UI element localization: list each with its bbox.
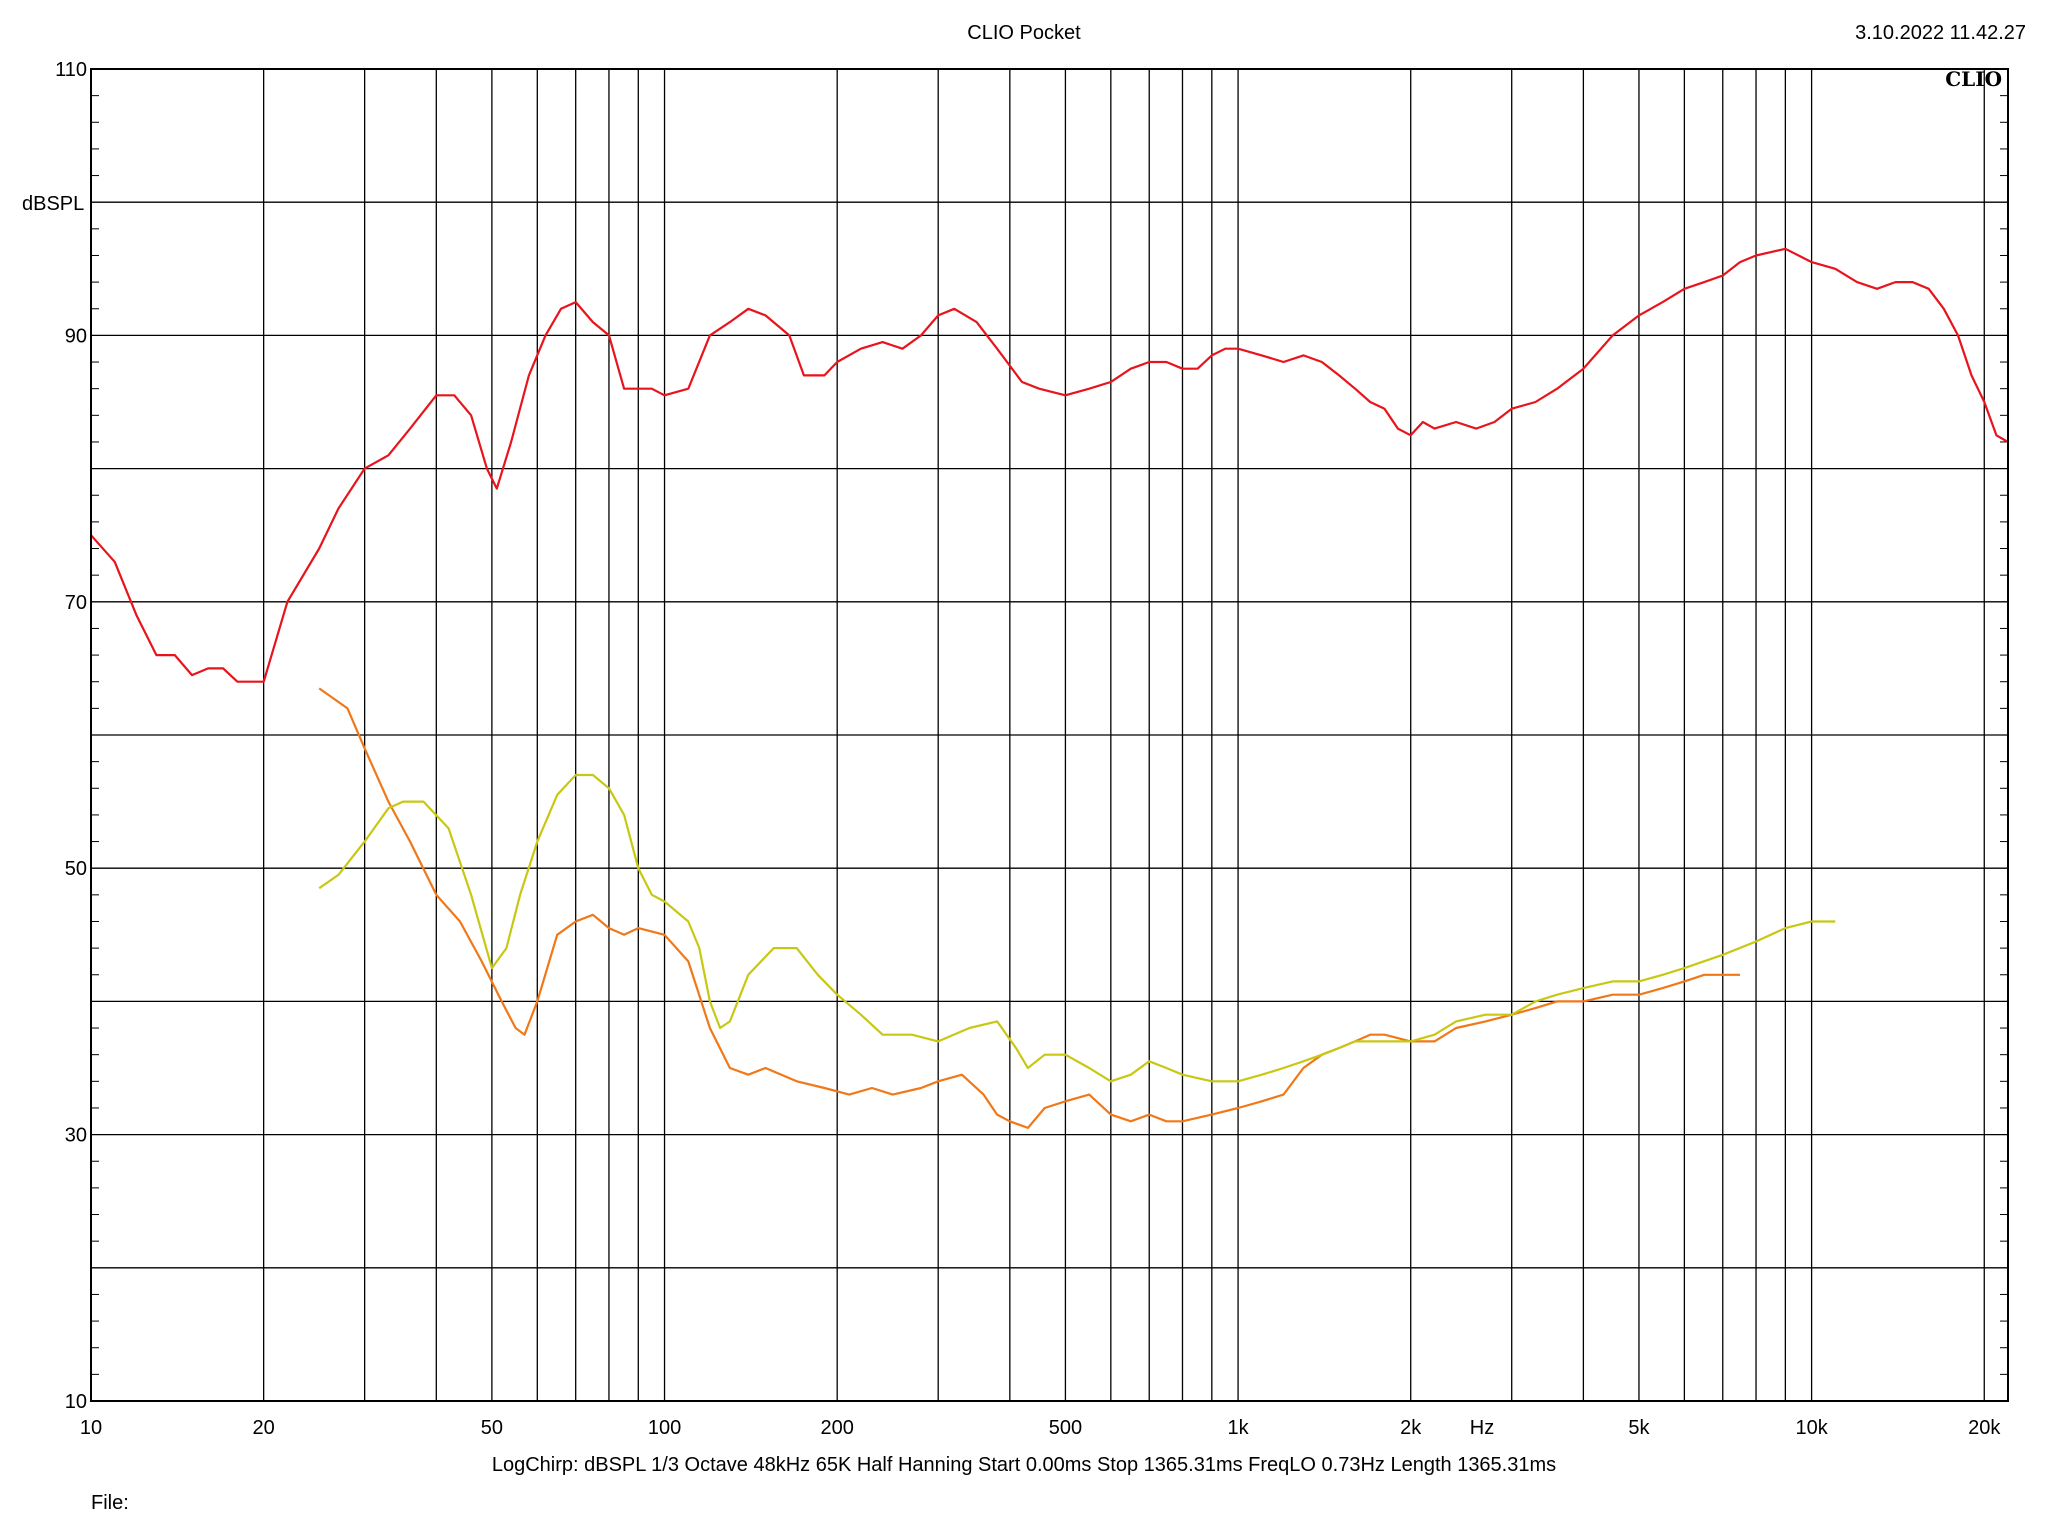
y-tick-labels: 110 90 70 50 30 10 [55, 59, 87, 1413]
x-tick-label: 10k [1795, 1417, 1828, 1439]
measurement-parameters: LogChirp: dBSPL 1/3 Octave 48kHz 65K Hal… [491, 1454, 1557, 1476]
x-tick-label: 50 [481, 1417, 503, 1439]
x-tick-label: 5k [1628, 1417, 1650, 1439]
chart-title: CLIO Pocket [967, 22, 1081, 44]
x-tick-label: 20 [253, 1417, 275, 1439]
clio-logo: CLIO [1945, 67, 2002, 91]
x-axis-label: Hz [1470, 1417, 1494, 1439]
y-tick-label: 110 [55, 59, 87, 81]
x-tick-label: 2k [1400, 1417, 1422, 1439]
plot-series [90, 247, 2009, 1130]
series-line-3 [318, 773, 1836, 1083]
timestamp: 3.10.2022 11.42.27 [1855, 22, 2026, 44]
series-line-1 [90, 247, 2009, 683]
x-tick-label: 200 [821, 1417, 854, 1439]
y-tick-label: 50 [65, 858, 87, 880]
plot-frame [90, 68, 2009, 1402]
y-tick-label: 10 [65, 1391, 87, 1413]
x-tick-label: 20k [1968, 1417, 2001, 1439]
series-line-2 [318, 687, 1740, 1130]
x-tick-labels: 10 20 50 100 200 500 1k 2k 5k 10k 20k [80, 1417, 2002, 1439]
x-tick-label: 500 [1049, 1417, 1082, 1439]
y-tick-label: 30 [65, 1125, 87, 1147]
file-label: File: [91, 1492, 129, 1514]
x-tick-label: 10 [80, 1417, 102, 1439]
x-tick-label: 100 [648, 1417, 681, 1439]
y-tick-label: 70 [65, 592, 87, 614]
x-tick-label: 1k [1228, 1417, 1250, 1439]
grid [91, 69, 2008, 1401]
y-axis-label: dBSPL [22, 193, 84, 215]
y-tick-label: 90 [65, 325, 87, 347]
